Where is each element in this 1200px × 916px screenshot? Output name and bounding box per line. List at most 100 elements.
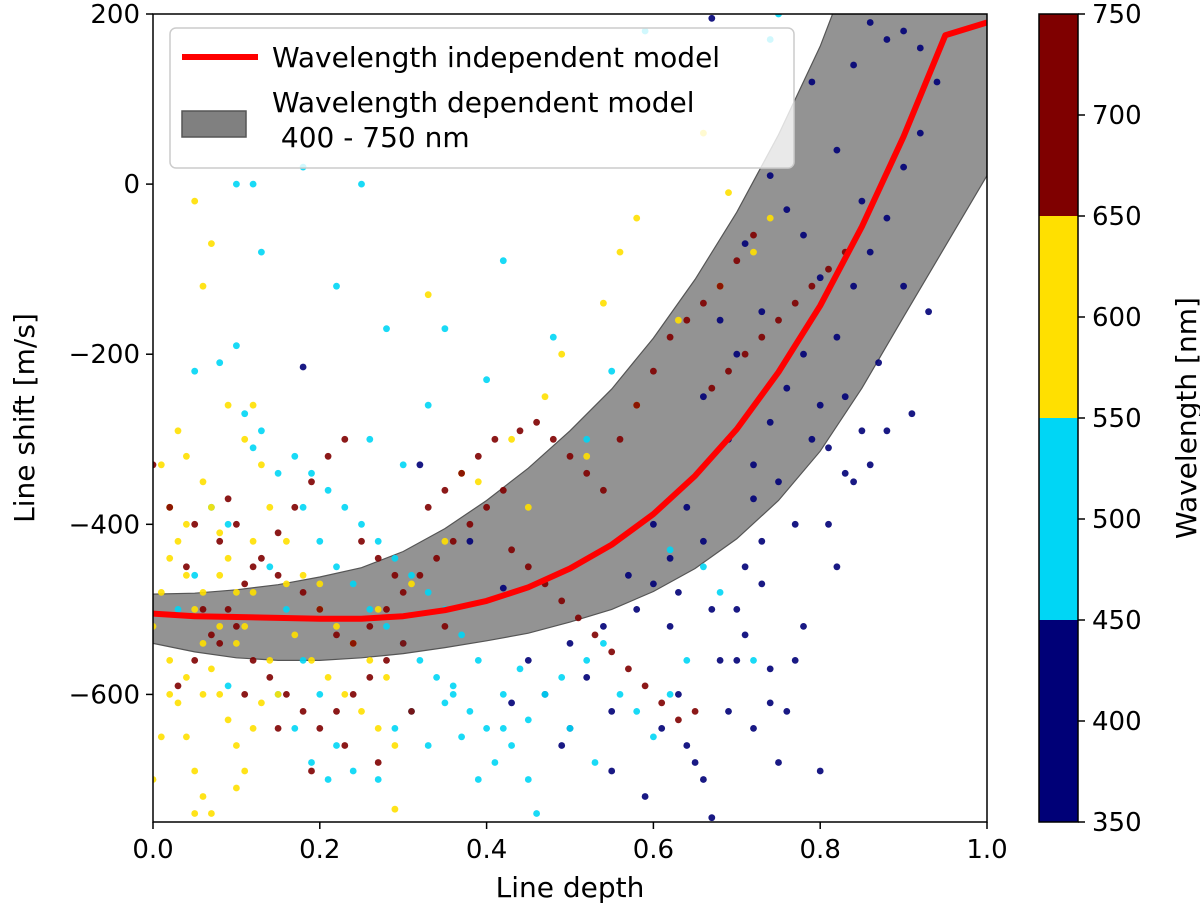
scatter-point-g2-37: [249, 725, 257, 732]
scatter-point-g2-45: [183, 452, 190, 460]
scatter-point-g2-27: [266, 503, 274, 511]
scatter-point-g1-69: [358, 520, 365, 528]
colorbar-tick-label-1: 400: [1092, 707, 1142, 737]
scatter-point-g2-62: [675, 316, 682, 324]
scatter-point-g1-29: [549, 333, 557, 341]
scatter-point-g1-70: [341, 503, 349, 511]
scatter-point-g0-85: [766, 699, 774, 707]
scatter-point-g0-41: [900, 163, 907, 171]
scatter-point-g1-12: [416, 657, 424, 664]
scatter-point-g1-43: [424, 742, 432, 749]
scatter-point-g3-78: [658, 699, 666, 707]
scatter-point-g3-58: [308, 478, 315, 486]
scatter-point-g0-43: [933, 78, 941, 86]
scatter-point-g3-85: [775, 316, 782, 324]
scatter-point-g3-3: [216, 537, 224, 545]
scatter-point-g3-19: [483, 503, 490, 511]
scatter-point-g3-28: [633, 401, 641, 409]
colorbar-tick-label-7: 700: [1092, 101, 1142, 131]
scatter-point-g3-7: [274, 571, 282, 579]
scatter-point-g0-55: [733, 350, 741, 358]
scatter-point-g3-34: [733, 257, 741, 265]
scatter-point-g2-33: [366, 657, 374, 664]
scatter-point-g3-41: [266, 674, 274, 681]
scatter-point-g3-39: [233, 623, 240, 630]
scatter-point-g2-2: [174, 537, 182, 545]
scatter-point-g2-21: [208, 240, 215, 248]
scatter-point-g2-3: [183, 571, 190, 579]
scatter-point-g3-86: [791, 299, 799, 307]
scatter-point-g3-50: [174, 682, 182, 690]
scatter-point-g2-16: [208, 810, 215, 817]
colorbar-tick-label-0: 350: [1092, 808, 1142, 838]
legend-band-swatch: [181, 110, 247, 138]
colorbar-bin-0: [1039, 620, 1078, 822]
scatter-point-g0-74: [524, 657, 532, 664]
scatter-point-g0-25: [850, 478, 857, 486]
scatter-point-g1-49: [524, 716, 532, 724]
scatter-point-g2-5: [199, 640, 207, 647]
scatter-point-g2-52: [166, 554, 174, 562]
scatter-point-g3-79: [675, 716, 682, 724]
scatter-point-g3-82: [725, 367, 732, 375]
scatter-point-g3-80: [691, 708, 699, 715]
scatter-point-g3-74: [591, 631, 599, 639]
scatter-point-g2-10: [241, 767, 249, 775]
scatter-point-g0-72: [600, 623, 607, 630]
scatter-point-g3-56: [274, 529, 282, 537]
scatter-point-g1-66: [408, 571, 415, 579]
scatter-point-g2-40: [233, 589, 240, 596]
scatter-point-g2-69: [616, 248, 624, 256]
scatter-point-g3-17: [449, 537, 457, 545]
scatter-point-g3-64: [424, 503, 432, 511]
scatter-point-g1-82: [308, 759, 315, 766]
scatter-point-g3-93: [341, 742, 349, 749]
scatter-point-g0-53: [741, 240, 749, 248]
scatter-point-g2-66: [725, 189, 732, 197]
scatter-point-g3-22: [533, 418, 540, 426]
plot-frame: [152, 13, 988, 823]
scatter-point-g1-41: [391, 725, 399, 732]
scatter-point-g1-68: [374, 537, 382, 545]
scatter-point-g1-51: [558, 674, 566, 681]
scatter-point-g1-81: [291, 725, 299, 732]
scatter-point-g1-47: [491, 759, 499, 766]
scatter-point-g3-9: [316, 606, 324, 613]
scatter-point-g0-76: [675, 691, 682, 698]
scatter-point-g0-89: [825, 444, 832, 452]
scatter-point-g1-15: [466, 708, 474, 715]
scatter-point-g0-8: [633, 606, 641, 613]
scatter-point-g2-88: [199, 691, 207, 698]
colorbar-ticks: 350 400 450 500 550 600 650 700 750: [1078, 0, 1142, 838]
scatter-point-g3-31: [683, 316, 691, 324]
scatter-point-g2-77: [291, 631, 299, 639]
scatter-point-g0-28: [908, 410, 916, 418]
scatter-point-g0-36: [816, 401, 824, 409]
colorbar-tick-label-5: 600: [1092, 303, 1142, 333]
scatter-point-g2-15: [199, 793, 207, 800]
scatter-point-g0-16: [741, 563, 749, 571]
scatter-point-g0-56: [716, 316, 724, 324]
scatter-point-g2-0: [157, 461, 165, 469]
y-tick-label-1: 0: [123, 170, 140, 200]
scatter-point-g1-39: [349, 767, 357, 775]
scatter-point-g0-93: [708, 606, 716, 613]
scatter-point-g0-40: [883, 214, 891, 222]
scatter-point-g2-22: [191, 197, 199, 205]
scatter-point-g2-39: [241, 623, 249, 630]
scatter-point-g3-45: [333, 708, 340, 715]
colorbar-bin-1: [1039, 418, 1078, 620]
scatter-point-g0-75: [508, 699, 515, 707]
scatter-point-g3-26: [600, 486, 607, 494]
scatter-point-g3-60: [341, 435, 349, 443]
legend-label-independent: Wavelength independent model: [272, 41, 720, 74]
scatter-point-g0-59: [808, 435, 816, 443]
x-tick-label-3: 0.6: [633, 835, 674, 865]
scatter-point-g1-65: [424, 589, 432, 596]
scatter-point-g0-13: [708, 814, 716, 822]
scatter-point-g2-35: [266, 657, 274, 664]
scatter-point-g0-38: [850, 282, 857, 290]
scatter-point-g1-93: [750, 657, 757, 664]
scatter-point-g2-57: [391, 805, 399, 813]
scatter-point-g3-30: [666, 333, 674, 341]
